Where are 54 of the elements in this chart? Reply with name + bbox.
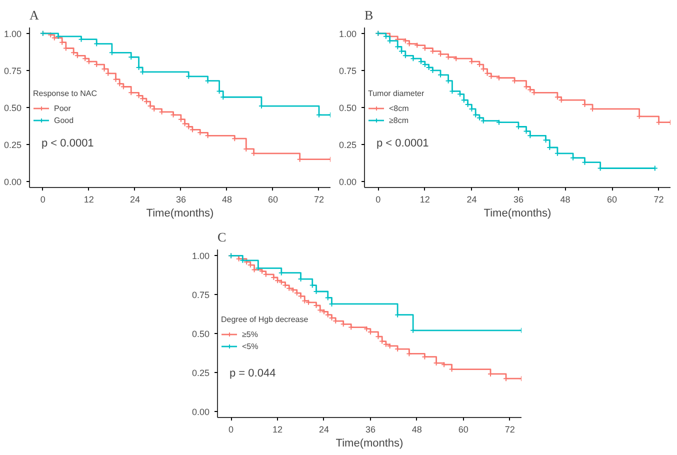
y-tick-label: 1.00: [338, 28, 357, 39]
x-tick-label: 24: [466, 194, 477, 204]
x-axis-title: Time(months): [146, 208, 214, 220]
y-tick-label: 1.00: [4, 28, 22, 39]
y-tick-label: 0.25: [192, 368, 210, 378]
y-tick-label: 0.25: [4, 140, 22, 150]
legend-label: Good: [54, 115, 74, 125]
x-tick-label: 0: [376, 194, 381, 204]
legend-label: <5%: [242, 341, 260, 351]
x-tick-label: 48: [560, 194, 570, 204]
y-tick-label: 0.50: [338, 103, 357, 113]
x-tick-label: 36: [513, 194, 524, 204]
chart-title: A: [30, 8, 40, 22]
chart-title: C: [218, 230, 226, 244]
y-tick-label: 0.75: [4, 66, 22, 76]
y-tick-label: 0.00: [4, 177, 22, 188]
legend-label: <8cm: [389, 103, 409, 113]
y-tick-label: 0.75: [192, 290, 210, 300]
x-tick-label: 24: [130, 194, 140, 204]
legend-label: ≥8cm: [389, 115, 409, 125]
x-tick-label: 0: [40, 194, 46, 204]
y-tick-label: 0.50: [192, 329, 210, 339]
y-tick-label: 0.75: [338, 66, 357, 76]
x-tick-label: 12: [272, 424, 283, 434]
x-axis-title: Time(months): [336, 438, 404, 450]
x-tick-label: 72: [504, 424, 515, 434]
x-tick-label: 60: [268, 194, 278, 204]
x-tick-label: 72: [654, 194, 664, 204]
chart-title: B: [364, 8, 374, 22]
x-tick-label: 60: [607, 194, 618, 204]
x-tick-label: 12: [420, 194, 430, 204]
x-tick-label: 72: [314, 194, 324, 204]
legend-title: Tumor diameter: [368, 89, 424, 98]
y-tick-label: 0.25: [338, 140, 357, 150]
legend-title: Response to NAC: [33, 89, 98, 98]
x-tick-label: 36: [365, 424, 376, 434]
legend-label: Poor: [54, 103, 72, 113]
legend-label: ≥5%: [242, 329, 259, 339]
x-tick-label: 60: [458, 424, 468, 434]
annotation: p = 0.044: [230, 368, 276, 380]
x-tick-label: 36: [176, 194, 186, 204]
annotation: p < 0.0001: [376, 138, 429, 150]
x-axis-title: Time(months): [484, 208, 552, 220]
y-tick-label: 0.00: [338, 177, 357, 188]
x-tick-label: 0: [228, 424, 234, 434]
x-tick-label: 48: [412, 424, 422, 434]
y-tick-label: 0.00: [192, 406, 210, 417]
legend-title: Degree of Hgb decrease: [221, 315, 308, 324]
x-tick-label: 24: [318, 424, 330, 434]
x-tick-label: 12: [84, 194, 94, 204]
annotation: p < 0.0001: [42, 138, 94, 150]
y-tick-label: 0.50: [4, 103, 22, 113]
x-tick-label: 48: [222, 194, 232, 204]
y-tick-label: 1.00: [192, 251, 210, 262]
